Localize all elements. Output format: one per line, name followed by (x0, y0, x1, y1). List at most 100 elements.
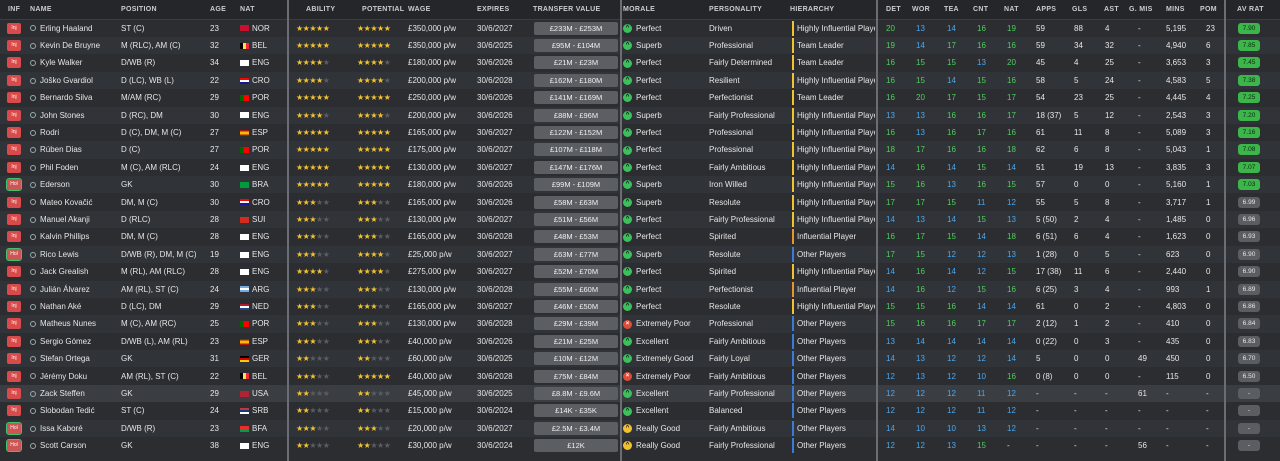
injury-status-icon[interactable]: Hol (6, 421, 22, 435)
header-av-rat[interactable]: AV RAT (1237, 6, 1264, 13)
injury-status-icon[interactable]: Inj (7, 57, 21, 69)
injury-status-icon[interactable]: Inj (7, 39, 21, 51)
injury-status-icon[interactable]: Inj (7, 335, 21, 347)
table-row[interactable]: Inj Kalvin Phillips DM, M (C) 28 ENG ★★★★★ ★★★… (0, 228, 1280, 245)
transfer-value[interactable]: £88M - £96M (534, 108, 618, 122)
player-name[interactable]: Jack Grealish (30, 263, 120, 280)
injury-status-icon[interactable]: Inj (7, 109, 21, 121)
injury-status-icon[interactable]: Inj (7, 213, 21, 225)
table-row[interactable]: Inj Manuel Akanji D (RLC) 28 SUI ★★★★★ ★★★★★ £1… (0, 210, 1280, 229)
table-row[interactable]: Inj Erling Haaland ST (C) 23 NOR ★★★★★ ★★★★★ £3… (0, 20, 1280, 37)
transfer-value[interactable]: £14K - £35K (534, 404, 618, 418)
header-nat-attr[interactable]: NAT (1004, 6, 1019, 13)
table-row[interactable]: Inj Jérémy Doku AM (RL), ST (C) 22 BEL ★★★★★ ★… (0, 368, 1280, 385)
injury-status-icon[interactable]: Hol (6, 439, 22, 453)
player-name[interactable]: Rico Lewis (30, 246, 120, 263)
header-morale[interactable]: MORALE (623, 6, 656, 13)
header-mins[interactable]: MINS (1166, 6, 1185, 13)
injury-status-icon[interactable]: Inj (7, 126, 21, 138)
transfer-value[interactable]: £75M - £84M (534, 369, 618, 383)
injury-status-icon[interactable]: Inj (7, 231, 21, 243)
header-wor[interactable]: WOR (912, 6, 931, 13)
player-name[interactable]: Rodri (30, 124, 120, 141)
table-row[interactable]: Inj Mateo Kovačić DM, M (C) 30 CRO ★★★★★ ★★★★★… (0, 194, 1280, 211)
injury-status-icon[interactable]: Inj (7, 300, 21, 312)
transfer-value[interactable]: £58M - £63M (534, 195, 618, 209)
player-name[interactable]: Mateo Kovačić (30, 194, 120, 211)
table-row[interactable]: Hol Rico Lewis D/WB (R), DM, M (C) 19 ENG ★★★… (0, 245, 1280, 264)
table-row[interactable]: Inj Phil Foden M (C), AM (RLC) 24 ENG ★★★★★ ★★… (0, 159, 1280, 176)
player-name[interactable]: Nathan Aké (30, 298, 120, 315)
table-row[interactable]: Hol Issa Kaboré D/WB (R) 23 BFA ★★★★★ ★★★★★ £20… (0, 419, 1280, 438)
transfer-value[interactable]: £21M - £25M (534, 334, 618, 348)
player-name[interactable]: Slobodan Tedić (30, 402, 120, 419)
transfer-value[interactable]: £55M - £60M (534, 282, 618, 296)
transfer-value[interactable]: £162M - £180M (534, 73, 618, 87)
player-name[interactable]: Rúben Dias (30, 141, 120, 158)
injury-status-icon[interactable]: Inj (7, 161, 21, 173)
transfer-value[interactable]: £107M - £118M (534, 143, 618, 157)
table-row[interactable]: Inj Kevin De Bruyne M (RLC), AM (C) 32 BEL ★★… (0, 36, 1280, 55)
player-name[interactable]: Kalvin Phillips (30, 228, 120, 245)
transfer-value[interactable]: £51M - £56M (534, 212, 618, 226)
transfer-value[interactable]: £21M - £23M (534, 56, 618, 70)
injury-status-icon[interactable]: Inj (7, 387, 21, 399)
injury-status-icon[interactable]: Hol (6, 247, 22, 261)
transfer-value[interactable]: £29M - £39M (534, 317, 618, 331)
table-row[interactable]: Inj Rúben Dias D (C) 27 POR ★★★★★ ★★★★★ £175,00… (0, 141, 1280, 159)
table-row[interactable]: Inj Bernardo Silva M/AM (RC) 29 POR ★★★★★ ★★★★… (0, 89, 1280, 106)
player-name[interactable]: Erling Haaland (30, 20, 120, 37)
transfer-value[interactable]: £63M - £77M (534, 247, 618, 261)
transfer-value[interactable]: £8.8M - £9.6M (534, 386, 618, 400)
table-row[interactable]: Inj Matheus Nunes M (C), AM (RC) 25 POR ★★★★★… (0, 315, 1280, 333)
table-row[interactable]: Inj Slobodan Tedić ST (C) 24 SRB ★★★★★ ★★★★★ £1… (0, 402, 1280, 419)
header-det[interactable]: DET (886, 6, 901, 13)
player-name[interactable]: Manuel Akanji (30, 211, 120, 228)
player-name[interactable]: Joško Gvardiol (30, 72, 120, 89)
header-ast[interactable]: AST (1104, 6, 1119, 13)
header-tea[interactable]: TEA (944, 6, 959, 13)
injury-status-icon[interactable]: Inj (7, 92, 21, 104)
table-row[interactable]: Inj Sergio Gómez D/WB (L), AM (RL) 23 ESP ★★★… (0, 333, 1280, 350)
player-name[interactable]: John Stones (30, 107, 120, 124)
injury-status-icon[interactable]: Inj (7, 353, 21, 365)
header-ability[interactable]: ABILITY (306, 6, 336, 13)
table-row[interactable]: Inj Joško Gvardiol D (LC), WB (L) 22 CRO ★★★★… (0, 71, 1280, 90)
transfer-value[interactable]: £122M - £152M (534, 125, 618, 139)
table-row[interactable]: Inj John Stones D (RC), DM 30 ENG ★★★★★ ★★★★★ £… (0, 106, 1280, 124)
player-name[interactable]: Julián Álvarez (30, 281, 120, 298)
header-potential[interactable]: POTENTIAL (362, 6, 405, 13)
injury-status-icon[interactable]: Inj (7, 405, 21, 417)
player-name[interactable]: Kyle Walker (30, 54, 120, 71)
header-cnt[interactable]: CNT (973, 6, 989, 13)
transfer-value[interactable]: £99M - £109M (534, 178, 618, 192)
player-name[interactable]: Bernardo Silva (30, 89, 120, 106)
table-row[interactable]: Hol Ederson GK 30 BRA ★★★★★ ★★★★★ £180,000 p/w 3… (0, 176, 1280, 194)
table-row[interactable]: Hol Scott Carson GK 38 ENG ★★★★★ ★★★★★ £30,000 … (0, 437, 1280, 454)
injury-status-icon[interactable]: Inj (7, 283, 21, 295)
player-name[interactable]: Phil Foden (30, 159, 120, 176)
header-age[interactable]: AGE (210, 6, 227, 13)
transfer-value[interactable]: £46M - £50M (534, 299, 618, 313)
header-transfer-value[interactable]: TRANSFER VALUE (533, 6, 601, 13)
transfer-value[interactable]: £141M - £169M (534, 91, 618, 105)
header-nat[interactable]: NAT (240, 6, 255, 13)
table-row[interactable]: Inj Jack Grealish M (RL), AM (RLC) 28 ENG ★★★… (0, 263, 1280, 280)
transfer-value[interactable]: £48M - £53M (534, 230, 618, 244)
table-row[interactable]: Inj Nathan Aké D (LC), DM 29 NED ★★★★★ ★★★★★ £1… (0, 298, 1280, 315)
player-name[interactable]: Stefan Ortega (30, 350, 120, 367)
player-name[interactable]: Scott Carson (30, 437, 120, 454)
player-name[interactable]: Kevin De Bruyne (30, 37, 120, 54)
table-row[interactable]: Inj Kyle Walker D/WB (R) 34 ENG ★★★★★ ★★★★★ £18… (0, 54, 1280, 71)
player-name[interactable]: Zack Steffen (30, 385, 120, 402)
header-gls[interactable]: GLS (1072, 6, 1088, 13)
header-apps[interactable]: APPS (1036, 6, 1057, 13)
table-row[interactable]: Inj Rodri D (C), DM, M (C) 27 ESP ★★★★★ ★★★★★ £… (0, 124, 1280, 141)
header-wage[interactable]: WAGE (408, 6, 431, 13)
transfer-value[interactable]: £12K (534, 439, 618, 453)
player-name[interactable]: Matheus Nunes (30, 315, 120, 332)
header-inf[interactable]: INF (8, 6, 21, 13)
header-gmis[interactable]: G. MIS (1129, 6, 1153, 13)
injury-status-icon[interactable]: Hol (6, 178, 22, 192)
header-hierarchy[interactable]: HIERARCHY (790, 6, 835, 13)
